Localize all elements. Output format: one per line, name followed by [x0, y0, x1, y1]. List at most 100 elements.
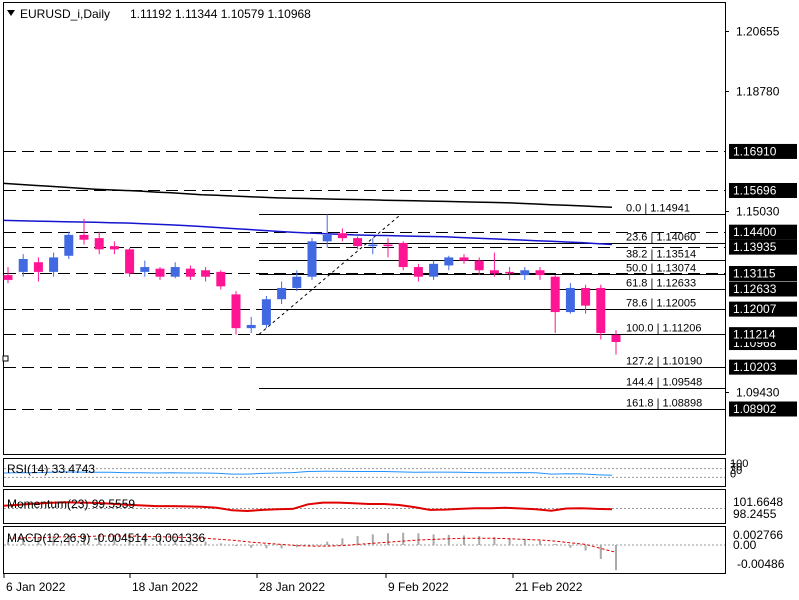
price-tag-label: 1.13935 [733, 240, 777, 254]
macd-axis-label: -0.00486 [737, 557, 785, 571]
candle-body [520, 270, 530, 276]
candle-body [611, 334, 621, 342]
candle-body [596, 287, 606, 333]
momentum-panel [3, 489, 726, 524]
candle-body [231, 294, 241, 329]
price-tag-label: 1.16910 [733, 144, 777, 158]
candle-body [368, 244, 378, 247]
candle-body [18, 259, 28, 272]
rsi-label: RSI(14) 33.4743 [7, 462, 95, 476]
macd-label: MACD(12,26,9) -0.004514 -0.001336 [7, 531, 205, 545]
chart-shift-marker[interactable] [2, 355, 9, 362]
time-axis-label: 21 Feb 2022 [515, 580, 583, 594]
candle-body [353, 238, 363, 247]
candle-body [565, 287, 575, 313]
candle-body [246, 324, 256, 329]
ohlc-values: 1.11192 1.11344 1.10579 1.10968 [130, 7, 311, 21]
main-chart-panel [3, 2, 726, 455]
collapse-triangle-icon[interactable] [7, 10, 15, 16]
candle-body [277, 287, 287, 300]
macd-axis-label: 0.00 [733, 538, 757, 552]
candle-body [140, 267, 150, 272]
candle-body [550, 276, 560, 313]
candle-body [459, 257, 469, 261]
price-tag [729, 239, 797, 255]
candle-body [489, 270, 499, 274]
candle-body [216, 271, 226, 287]
time-axis-label: 28 Jan 2022 [259, 580, 325, 594]
candle-body [337, 233, 347, 239]
price-tag [729, 224, 797, 240]
fib-level-label: 161.8 | 1.08898 [626, 398, 702, 410]
price-tag [729, 327, 797, 343]
candle-body [581, 287, 591, 306]
momentum-line [3, 501, 613, 513]
price-tag [729, 401, 797, 417]
candle-body [535, 270, 545, 276]
candle-body [474, 260, 484, 271]
price-tag [729, 182, 797, 198]
candle-body [413, 267, 423, 277]
candle-body [94, 238, 104, 250]
fib-level-label: 144.4 | 1.09548 [626, 377, 702, 389]
price-tag-label: 1.12007 [733, 302, 777, 316]
rsi-axis-label: 70 [730, 462, 742, 474]
price-tag [729, 143, 797, 159]
price-axis-label: 1.09430 [736, 386, 780, 400]
price-tag [729, 301, 797, 317]
candle-body [49, 257, 59, 272]
momentum-label: Momentum(23) 99.5559 [7, 497, 135, 511]
momentum-axis-label: 101.6648 [733, 495, 783, 509]
symbol-title: EURUSD_i,Daily [20, 7, 110, 21]
fib-level-label: 50.0 | 1.13074 [626, 263, 696, 275]
price-axis-label: 1.20655 [736, 25, 780, 39]
candle-body [3, 275, 13, 280]
fib-level-label: 23.6 | 1.14060 [626, 232, 696, 244]
candle-body [79, 234, 89, 240]
price-tag-label: 1.14400 [733, 225, 777, 239]
candle-body [505, 271, 515, 274]
momentum-axis-label: 98.2455 [733, 507, 777, 521]
time-axis-label: 6 Jan 2022 [6, 580, 66, 594]
fib-level-label: 127.2 | 1.10190 [626, 356, 702, 368]
candle-body [307, 241, 317, 277]
candle-body [322, 234, 332, 242]
price-tag-label: 1.13115 [733, 267, 776, 281]
ma-fast-line [3, 219, 613, 246]
time-axis-label: 9 Feb 2022 [388, 580, 449, 594]
rsi-line [3, 470, 613, 476]
rsi-axis-label: 0 [730, 469, 736, 481]
price-tag [729, 281, 797, 297]
price-tag [729, 266, 797, 282]
fib-level-label: 61.8 | 1.12633 [626, 278, 696, 290]
price-tag-label: 1.08902 [733, 402, 777, 416]
fib-level-label: 38.2 | 1.13514 [626, 249, 696, 261]
price-tag-label: 1.12633 [733, 282, 777, 296]
fib-level-label: 0.0 | 1.14941 [626, 203, 690, 215]
candle-body [64, 234, 74, 256]
rsi-axis-label: 100 [730, 458, 748, 470]
candle-body [170, 267, 180, 277]
candle-body [444, 257, 454, 266]
fib-level-label: 100.0 | 1.11206 [626, 323, 701, 335]
candle-body [261, 299, 271, 325]
macd-signal-line [7, 535, 617, 553]
price-tag-label: 1.11214 [733, 328, 776, 342]
ma-slow-line [3, 182, 613, 208]
candle-body [292, 276, 302, 288]
fib-trendline [258, 213, 402, 335]
candle-body [33, 262, 43, 272]
macd-axis-label: 0.002766 [733, 528, 783, 542]
candle-body [398, 242, 408, 268]
candle-body [185, 268, 195, 277]
candle-body [125, 249, 135, 274]
price-axis-label: 1.15030 [736, 205, 780, 219]
price-tag-label: 1.15696 [733, 183, 777, 197]
macd-panel [3, 526, 726, 574]
candle-body [155, 268, 165, 277]
candle-body [383, 244, 393, 247]
price-tag-label: 1.10203 [733, 360, 777, 374]
fib-level-label: 78.6 | 1.12005 [626, 298, 696, 310]
